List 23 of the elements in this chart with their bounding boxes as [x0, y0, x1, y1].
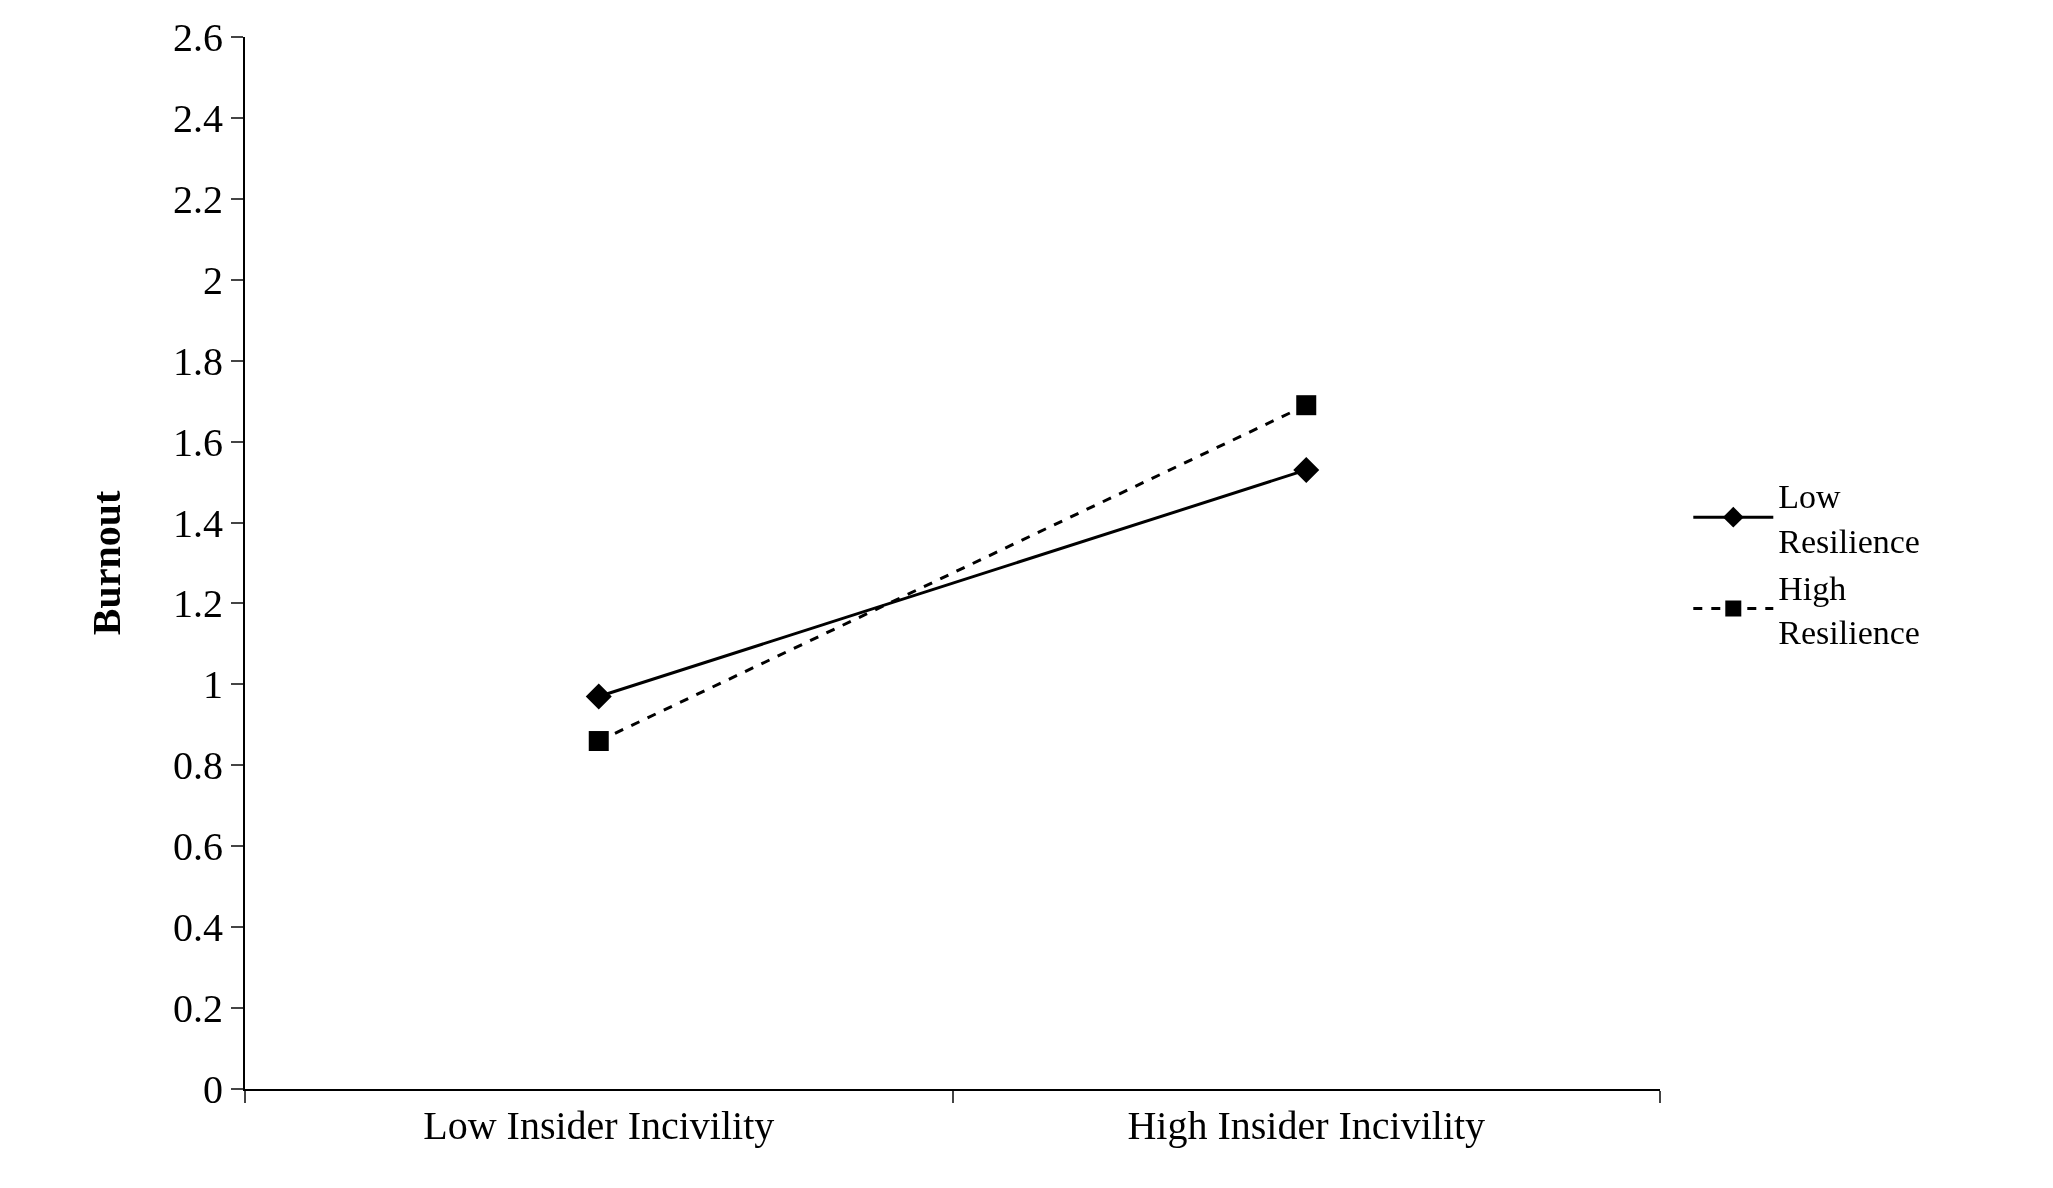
y-tick-label: 2.2	[173, 176, 223, 222]
legend-label: Low Resilience	[1778, 478, 1920, 560]
point	[1296, 395, 1317, 416]
y-tick-label: 2.4	[173, 95, 223, 141]
y-tick-label: 0	[203, 1067, 223, 1112]
y-tick-label: 1	[203, 662, 223, 708]
x-tick-label: Low Insider Incivility	[423, 1103, 775, 1148]
y-tick-label: 2.6	[173, 15, 223, 60]
y-tick-label: 0.8	[173, 743, 223, 789]
y-tick-label: 1.8	[173, 338, 223, 384]
y-tick-label: 0.6	[173, 824, 223, 870]
y-tick-label: 2	[203, 257, 223, 303]
y-tick-label: 0.2	[173, 986, 223, 1032]
y-axis-title: Burnout	[84, 490, 129, 636]
y-tick-label: 0.4	[173, 905, 223, 951]
point	[1293, 456, 1320, 483]
legend-label: High Resilience	[1778, 569, 1920, 651]
y-tick-label: 1.4	[173, 500, 223, 546]
point	[585, 683, 612, 710]
x-tick-label: High Insider Incivility	[1127, 1103, 1486, 1148]
y-tick-label: 1.6	[173, 419, 223, 465]
point	[588, 731, 609, 752]
y-tick-label: 1.2	[173, 581, 223, 627]
